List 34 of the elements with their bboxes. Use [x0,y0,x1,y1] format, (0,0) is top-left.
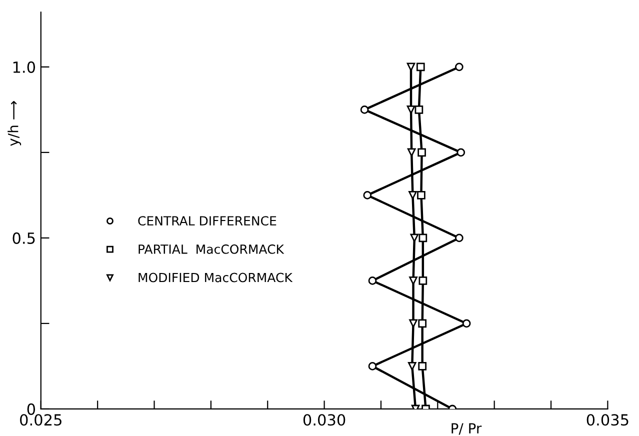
point [368,362,377,370]
point [456,148,466,157]
x-tick-label: 0.025 [20,414,62,426]
point [418,319,427,328]
legend-label: MODIFIED MacCORMACK [138,272,293,282]
point [409,319,418,328]
point [418,234,428,242]
point [418,362,427,370]
y-tick-label: 0.5 [12,232,35,244]
y-axis-title: y/h ⟶ [8,100,22,146]
point [408,191,417,200]
point [408,362,416,370]
point [414,106,424,114]
x-tick-label: 0.030 [303,414,346,426]
point [368,276,377,285]
point [407,148,416,157]
y-tick-label: 1.0 [13,61,36,73]
point [406,106,416,114]
point [410,234,419,242]
x-tick-label: 0.035 [586,414,628,426]
point [417,191,426,200]
legend-label: CENTRAL DIFFERENCE [138,216,276,226]
legend-label: PARTIAL MacCORMACK [138,244,284,254]
point [416,62,425,72]
y-tick-label: 0 [27,403,36,415]
point [462,319,471,328]
point [418,276,428,285]
point [409,276,418,285]
point [455,234,464,242]
point [455,62,464,72]
point [360,106,369,114]
point [418,148,426,157]
point [363,191,372,200]
x-axis-title: P/ Pr [452,423,482,435]
